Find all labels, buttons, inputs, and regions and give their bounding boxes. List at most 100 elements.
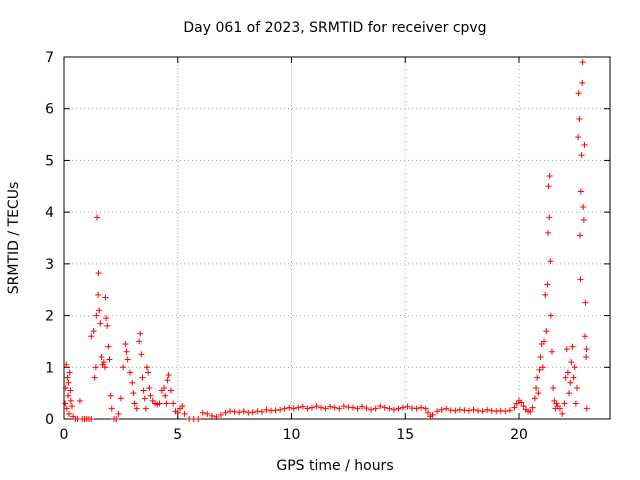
data-point — [354, 405, 361, 412]
data-point — [222, 409, 229, 416]
x-axis-label: GPS time / hours — [276, 458, 393, 474]
data-point — [470, 406, 477, 413]
data-point — [126, 369, 133, 376]
data-point — [263, 406, 270, 413]
chart-title: Day 061 of 2023, SRMTID for receiver cpv… — [183, 20, 486, 36]
x-tick-label: 5 — [173, 427, 182, 443]
data-point — [479, 408, 486, 415]
y-tick-label: 3 — [45, 257, 54, 273]
data-point — [254, 408, 261, 415]
data-point — [399, 404, 406, 411]
data-point — [162, 392, 169, 399]
data-point — [199, 409, 206, 416]
data-point — [208, 412, 215, 419]
data-point — [322, 405, 329, 412]
data-point — [497, 407, 504, 414]
y-tick-label: 5 — [45, 153, 54, 169]
data-point — [582, 299, 589, 306]
data-point — [456, 406, 463, 413]
data-point — [447, 407, 454, 414]
data-point — [123, 348, 130, 355]
grid-lines — [64, 57, 610, 419]
data-point — [129, 379, 136, 386]
data-point — [331, 404, 338, 411]
data-point — [156, 400, 163, 407]
data-point — [217, 411, 224, 418]
data-point — [130, 390, 137, 397]
data-point — [139, 374, 146, 381]
data-point — [170, 400, 177, 407]
data-point — [277, 406, 284, 413]
data-point — [131, 400, 138, 407]
data-point — [93, 214, 100, 221]
data-point — [286, 404, 293, 411]
data-point — [164, 377, 171, 384]
data-point — [559, 410, 566, 417]
data-point — [580, 216, 587, 223]
data-point — [534, 374, 541, 381]
data-point — [546, 214, 553, 221]
data-point — [140, 387, 147, 394]
data-point — [529, 404, 536, 411]
data-point — [92, 364, 99, 371]
data-point — [66, 369, 73, 376]
data-point — [580, 203, 587, 210]
data-point — [465, 407, 472, 414]
data-point — [115, 410, 122, 417]
data-point — [258, 408, 265, 415]
data-point — [381, 404, 388, 411]
data-point — [144, 364, 151, 371]
data-point — [340, 403, 347, 410]
data-point — [488, 407, 495, 414]
data-point — [502, 408, 509, 415]
data-point — [63, 361, 70, 368]
data-point — [566, 390, 573, 397]
data-point — [576, 232, 583, 239]
data-point — [569, 343, 576, 350]
data-point — [107, 392, 114, 399]
data-point — [527, 408, 534, 415]
data-point — [562, 374, 569, 381]
data-point — [64, 374, 71, 381]
data-point — [62, 400, 69, 407]
data-point — [372, 405, 379, 412]
data-point — [539, 364, 546, 371]
data-point — [308, 404, 315, 411]
data-point — [345, 404, 352, 411]
data-point — [103, 315, 110, 322]
data-point — [434, 408, 441, 415]
y-tick-label: 1 — [45, 360, 54, 376]
axis-ticks: 0 5 10 15 20 0 1 2 3 4 5 6 7 — [45, 50, 610, 443]
data-point — [136, 338, 143, 345]
data-point — [213, 413, 220, 420]
y-tick-label: 2 — [45, 309, 54, 325]
data-point — [475, 407, 482, 414]
data-point — [138, 351, 145, 358]
data-point — [547, 312, 554, 319]
y-tick-label: 6 — [45, 102, 54, 118]
data-point — [195, 416, 202, 422]
data-point — [581, 333, 588, 340]
data-point — [102, 294, 109, 301]
data-point — [62, 384, 69, 391]
data-point — [272, 407, 279, 414]
data-point — [368, 406, 375, 413]
data-point — [531, 395, 538, 402]
data-point — [104, 322, 111, 329]
data-point — [574, 384, 581, 391]
data-point — [533, 384, 540, 391]
data-point — [572, 400, 579, 407]
data-point — [63, 405, 70, 412]
data-point — [165, 372, 172, 379]
data-point — [583, 346, 590, 353]
data-point — [518, 399, 525, 406]
data-point — [575, 90, 582, 97]
data-point — [97, 320, 104, 327]
data-point — [67, 397, 74, 404]
data-point — [295, 404, 302, 411]
data-point — [547, 258, 554, 265]
data-point — [422, 405, 429, 412]
data-point — [550, 384, 557, 391]
